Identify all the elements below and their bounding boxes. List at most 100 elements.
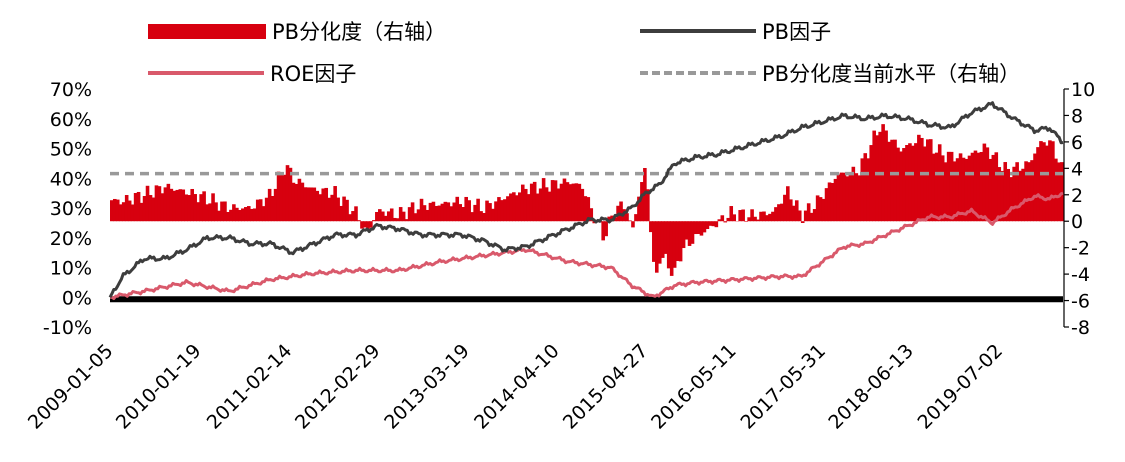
pb-dispersion-bar xyxy=(839,172,844,222)
pb-dispersion-bar xyxy=(246,206,251,222)
pb-dispersion-bar xyxy=(574,183,579,222)
pb-dispersion-bar xyxy=(684,221,689,240)
pb-dispersion-bar xyxy=(345,199,349,222)
pb-dispersion-bar xyxy=(115,199,120,222)
pb-dispersion-bar xyxy=(112,198,117,222)
pb-dispersion-bar xyxy=(270,196,275,222)
pb-dispersion-bar xyxy=(312,187,317,222)
pb-dispersion-bar xyxy=(1048,140,1052,222)
pb-dispersion-bar xyxy=(169,188,174,222)
pb-dispersion-bar xyxy=(241,208,245,222)
pb-dispersion-bar xyxy=(976,152,981,222)
pb-dispersion-bar xyxy=(509,193,513,222)
pb-dispersion-bar xyxy=(672,221,677,268)
pb-dispersion-bar xyxy=(151,197,156,222)
pb-dispersion-bar xyxy=(401,211,406,222)
pb-dispersion-bar xyxy=(291,182,296,222)
pb-dispersion-bar xyxy=(958,153,963,222)
pb-dispersion-bar xyxy=(485,200,489,222)
pb-dispersion-bar xyxy=(562,178,567,222)
pb-dispersion-bar xyxy=(124,195,129,222)
pb-dispersion-bar xyxy=(142,196,147,222)
pb-dispersion-bar xyxy=(693,221,698,235)
pb-dispersion-bar xyxy=(762,211,766,222)
pb-dispersion-bar xyxy=(229,209,233,222)
pb-dispersion-bar xyxy=(526,194,531,222)
pb-dispersion-bar xyxy=(720,215,725,222)
pb-dispersion-bar xyxy=(833,178,838,222)
legend-label: PB因子 xyxy=(762,20,832,44)
pb-dispersion-bar xyxy=(110,200,114,222)
left-axis-tick-label: -10% xyxy=(43,317,92,339)
pb-dispersion-bar xyxy=(538,188,543,222)
pb-dispersion-bar xyxy=(121,202,126,222)
pb-dispersion-bar xyxy=(756,219,760,222)
pb-dispersion-bar xyxy=(583,196,588,222)
right-axis-tick-label: -4 xyxy=(1071,264,1090,286)
right-axis-tick-label: 6 xyxy=(1071,132,1083,154)
pb-dispersion-bar xyxy=(226,212,230,222)
pb-dispersion-bar xyxy=(244,207,248,222)
left-axis-ticks: -10% 0% 10% 20% 30% 40% 50% 60% 70% xyxy=(43,79,92,339)
left-axis-tick-label: 0% xyxy=(62,287,92,309)
pb-dispersion-bar xyxy=(398,207,403,222)
pb-dispersion-bar xyxy=(1000,170,1005,222)
pb-dispersion-bar xyxy=(1021,168,1025,222)
pb-dispersion-bar xyxy=(1054,158,1058,222)
pb-dispersion-bar xyxy=(875,135,879,222)
pb-dispersion-bar xyxy=(961,157,966,222)
x-axis-tick-label: 2011-02-14 xyxy=(203,340,297,434)
pb-dispersion-bar xyxy=(282,174,287,222)
pb-dispersion-bar xyxy=(890,139,894,222)
pb-dispersion-bar xyxy=(696,221,701,234)
pb-dispersion-bar xyxy=(970,152,975,222)
pb-dispersion-bar xyxy=(488,203,492,222)
pb-dispersion-bar xyxy=(878,131,882,222)
pb-dispersion-bar xyxy=(780,203,784,222)
pb-dispersion-bar xyxy=(130,204,135,222)
pb-dispersion-bar xyxy=(458,204,463,222)
pb-dispersion-bar xyxy=(1042,142,1046,222)
pb-dispersion-bar xyxy=(702,221,707,233)
pb-dispersion-bar xyxy=(565,182,570,222)
pb-dispersion-bar xyxy=(369,221,373,228)
pb-dispersion-bar xyxy=(366,221,370,231)
pb-dispersion-bar xyxy=(1060,162,1064,222)
legend-item-current-level: PB分化度当前水平（右轴） xyxy=(640,58,1020,88)
x-axis-tick-label: 2017-05-31 xyxy=(736,340,830,434)
right-axis-ticks: -8 -6 -4 -2 0 2 4 6 8 10 xyxy=(1064,79,1095,339)
pb-dispersion-bar xyxy=(506,196,510,222)
right-axis-tick-label: 10 xyxy=(1071,79,1095,101)
pb-dispersion-bar xyxy=(765,215,769,222)
pb-dispersion-bar xyxy=(613,217,617,222)
pb-dispersion-bar xyxy=(568,184,573,222)
pb-dispersion-bar xyxy=(440,203,445,222)
pb-dispersion-bar xyxy=(553,180,558,222)
pb-dispersion-bar xyxy=(836,174,841,222)
pb-dispersion-bar xyxy=(690,221,695,244)
pb-dispersion-bar xyxy=(452,202,457,222)
pb-dispersion-bar xyxy=(1030,160,1034,222)
x-axis-tick-label: 2014-04-10 xyxy=(470,340,564,434)
pb-dispersion-bar xyxy=(625,213,629,222)
pb-dispersion-bar xyxy=(184,194,189,222)
pb-dispersion-bar xyxy=(923,146,927,222)
pb-dispersion-bar xyxy=(300,182,305,222)
pb-dispersion-bar xyxy=(360,221,364,229)
pb-dispersion-bar xyxy=(515,195,519,222)
pb-dispersion-bar xyxy=(267,188,272,222)
pb-dispersion-bar xyxy=(205,204,209,222)
pb-dispersion-bar xyxy=(294,183,299,222)
pb-dispersion-bar xyxy=(646,189,650,222)
pb-dispersion-bar xyxy=(777,204,781,222)
pb-dispersion-bar xyxy=(1024,161,1028,222)
pb-dispersion-bar xyxy=(443,201,448,222)
pb-dispersion-bar xyxy=(1045,145,1049,222)
pb-dispersion-bar xyxy=(681,221,686,249)
pb-dispersion-bar xyxy=(187,195,192,222)
pb-dispersion-bar xyxy=(518,192,522,222)
pb-dispersion-bar xyxy=(378,209,382,222)
pb-dispersion-bar xyxy=(279,172,284,222)
pb-dispersion-bar xyxy=(223,201,227,222)
pb-dispersion-bar xyxy=(988,158,993,222)
